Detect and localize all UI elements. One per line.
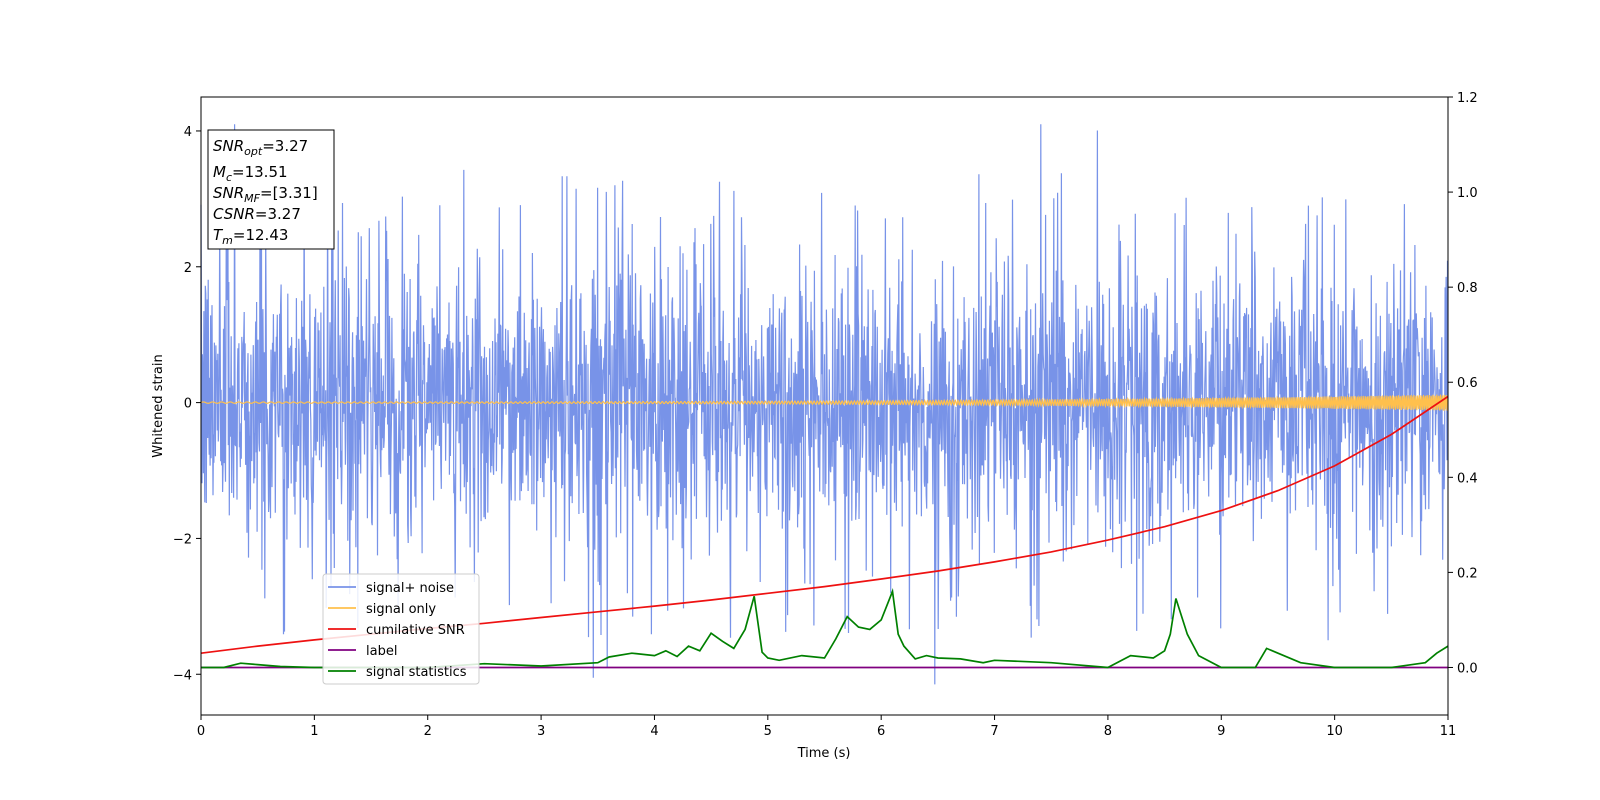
- annotation-symbol: SNR: [213, 137, 244, 155]
- y2-tick-label: 0.8: [1457, 281, 1478, 296]
- annotation-symbol: M: [213, 163, 226, 181]
- annotation-value: =3.27: [255, 205, 301, 223]
- y2-tick-label: 1.2: [1457, 91, 1478, 106]
- x-tick-label: 0: [197, 724, 205, 739]
- annotation-value: =13.51: [232, 163, 288, 181]
- y-tick-label: 4: [184, 125, 192, 140]
- y-tick-label: 2: [184, 261, 192, 276]
- legend-label: cumilative SNR: [366, 623, 465, 638]
- y2-tick-label: 1.0: [1457, 186, 1478, 201]
- x-tick-label: 8: [1104, 724, 1112, 739]
- annotation-subscript: m: [222, 234, 233, 247]
- y-axis-label: Whitened strain: [151, 354, 166, 457]
- annotation-subscript: c: [226, 171, 232, 184]
- x-tick-label: 11: [1440, 724, 1457, 739]
- annotation-box: SNRopt=3.27Mc=13.51SNRMF=[3.31]CSNR=3.27…: [207, 129, 335, 250]
- annotation-line: Mc=13.51: [213, 163, 288, 184]
- x-tick-label: 3: [537, 724, 545, 739]
- legend: signal+ noise signal only cumilative SNR la…: [322, 573, 480, 685]
- series-signal-only: [200, 394, 1449, 412]
- x-tick-label: 6: [877, 724, 885, 739]
- annotation-line: SNRopt=3.27: [213, 137, 308, 158]
- annotation-subscript: MF: [244, 192, 260, 205]
- legend-label: signal+ noise: [366, 581, 454, 596]
- annotation-symbol: CSNR: [213, 205, 255, 223]
- x-axis-label: Time (s): [797, 746, 851, 761]
- x-tick-label: 2: [424, 724, 432, 739]
- series-signal-noise: [200, 124, 1449, 685]
- legend-label: label: [366, 644, 397, 659]
- plot-frame: [200, 96, 1449, 716]
- y2-tick-label: 0.6: [1457, 376, 1478, 391]
- x-tick-label: 1: [310, 724, 318, 739]
- y2-tick-label: 0.0: [1457, 661, 1478, 676]
- annotation-symbol: T: [213, 226, 224, 244]
- annotation-line: Tm=12.43: [213, 226, 288, 247]
- x-tick-label: 7: [990, 724, 998, 739]
- x-tick-label: 9: [1217, 724, 1225, 739]
- y-tick-label: −4: [173, 668, 192, 683]
- y-tick-label: −2: [173, 532, 192, 547]
- annotation-value: =[3.31]: [260, 184, 318, 202]
- annotation-value: =3.27: [262, 137, 308, 155]
- y-tick-label: 0: [184, 397, 192, 412]
- legend-label: signal statistics: [366, 665, 467, 680]
- y2-tick-label: 0.2: [1457, 566, 1478, 581]
- x-tick-label: 4: [650, 724, 658, 739]
- y2-tick-label: 0.4: [1457, 471, 1478, 486]
- legend-label: signal only: [366, 602, 436, 617]
- annotation-value: =12.43: [233, 226, 289, 244]
- axes: 0 1 2 3 4 5 6 7 8 9 10 11 −4 −2 0 2 4 0.0 0.2 0.4 0.6 0.8 1.0 1…: [173, 91, 1478, 739]
- legend-frame: [322, 573, 480, 685]
- annotation-symbol: SNR: [213, 184, 244, 202]
- annotation-frame: [207, 129, 335, 250]
- x-tick-label: 5: [764, 724, 772, 739]
- x-tick-label: 10: [1326, 724, 1343, 739]
- series-signal-statistics: [201, 588, 1449, 669]
- annotation-subscript: opt: [244, 145, 263, 158]
- annotation-line: CSNR=3.27: [213, 205, 301, 223]
- annotation-line: SNRMF=[3.31]: [213, 184, 318, 205]
